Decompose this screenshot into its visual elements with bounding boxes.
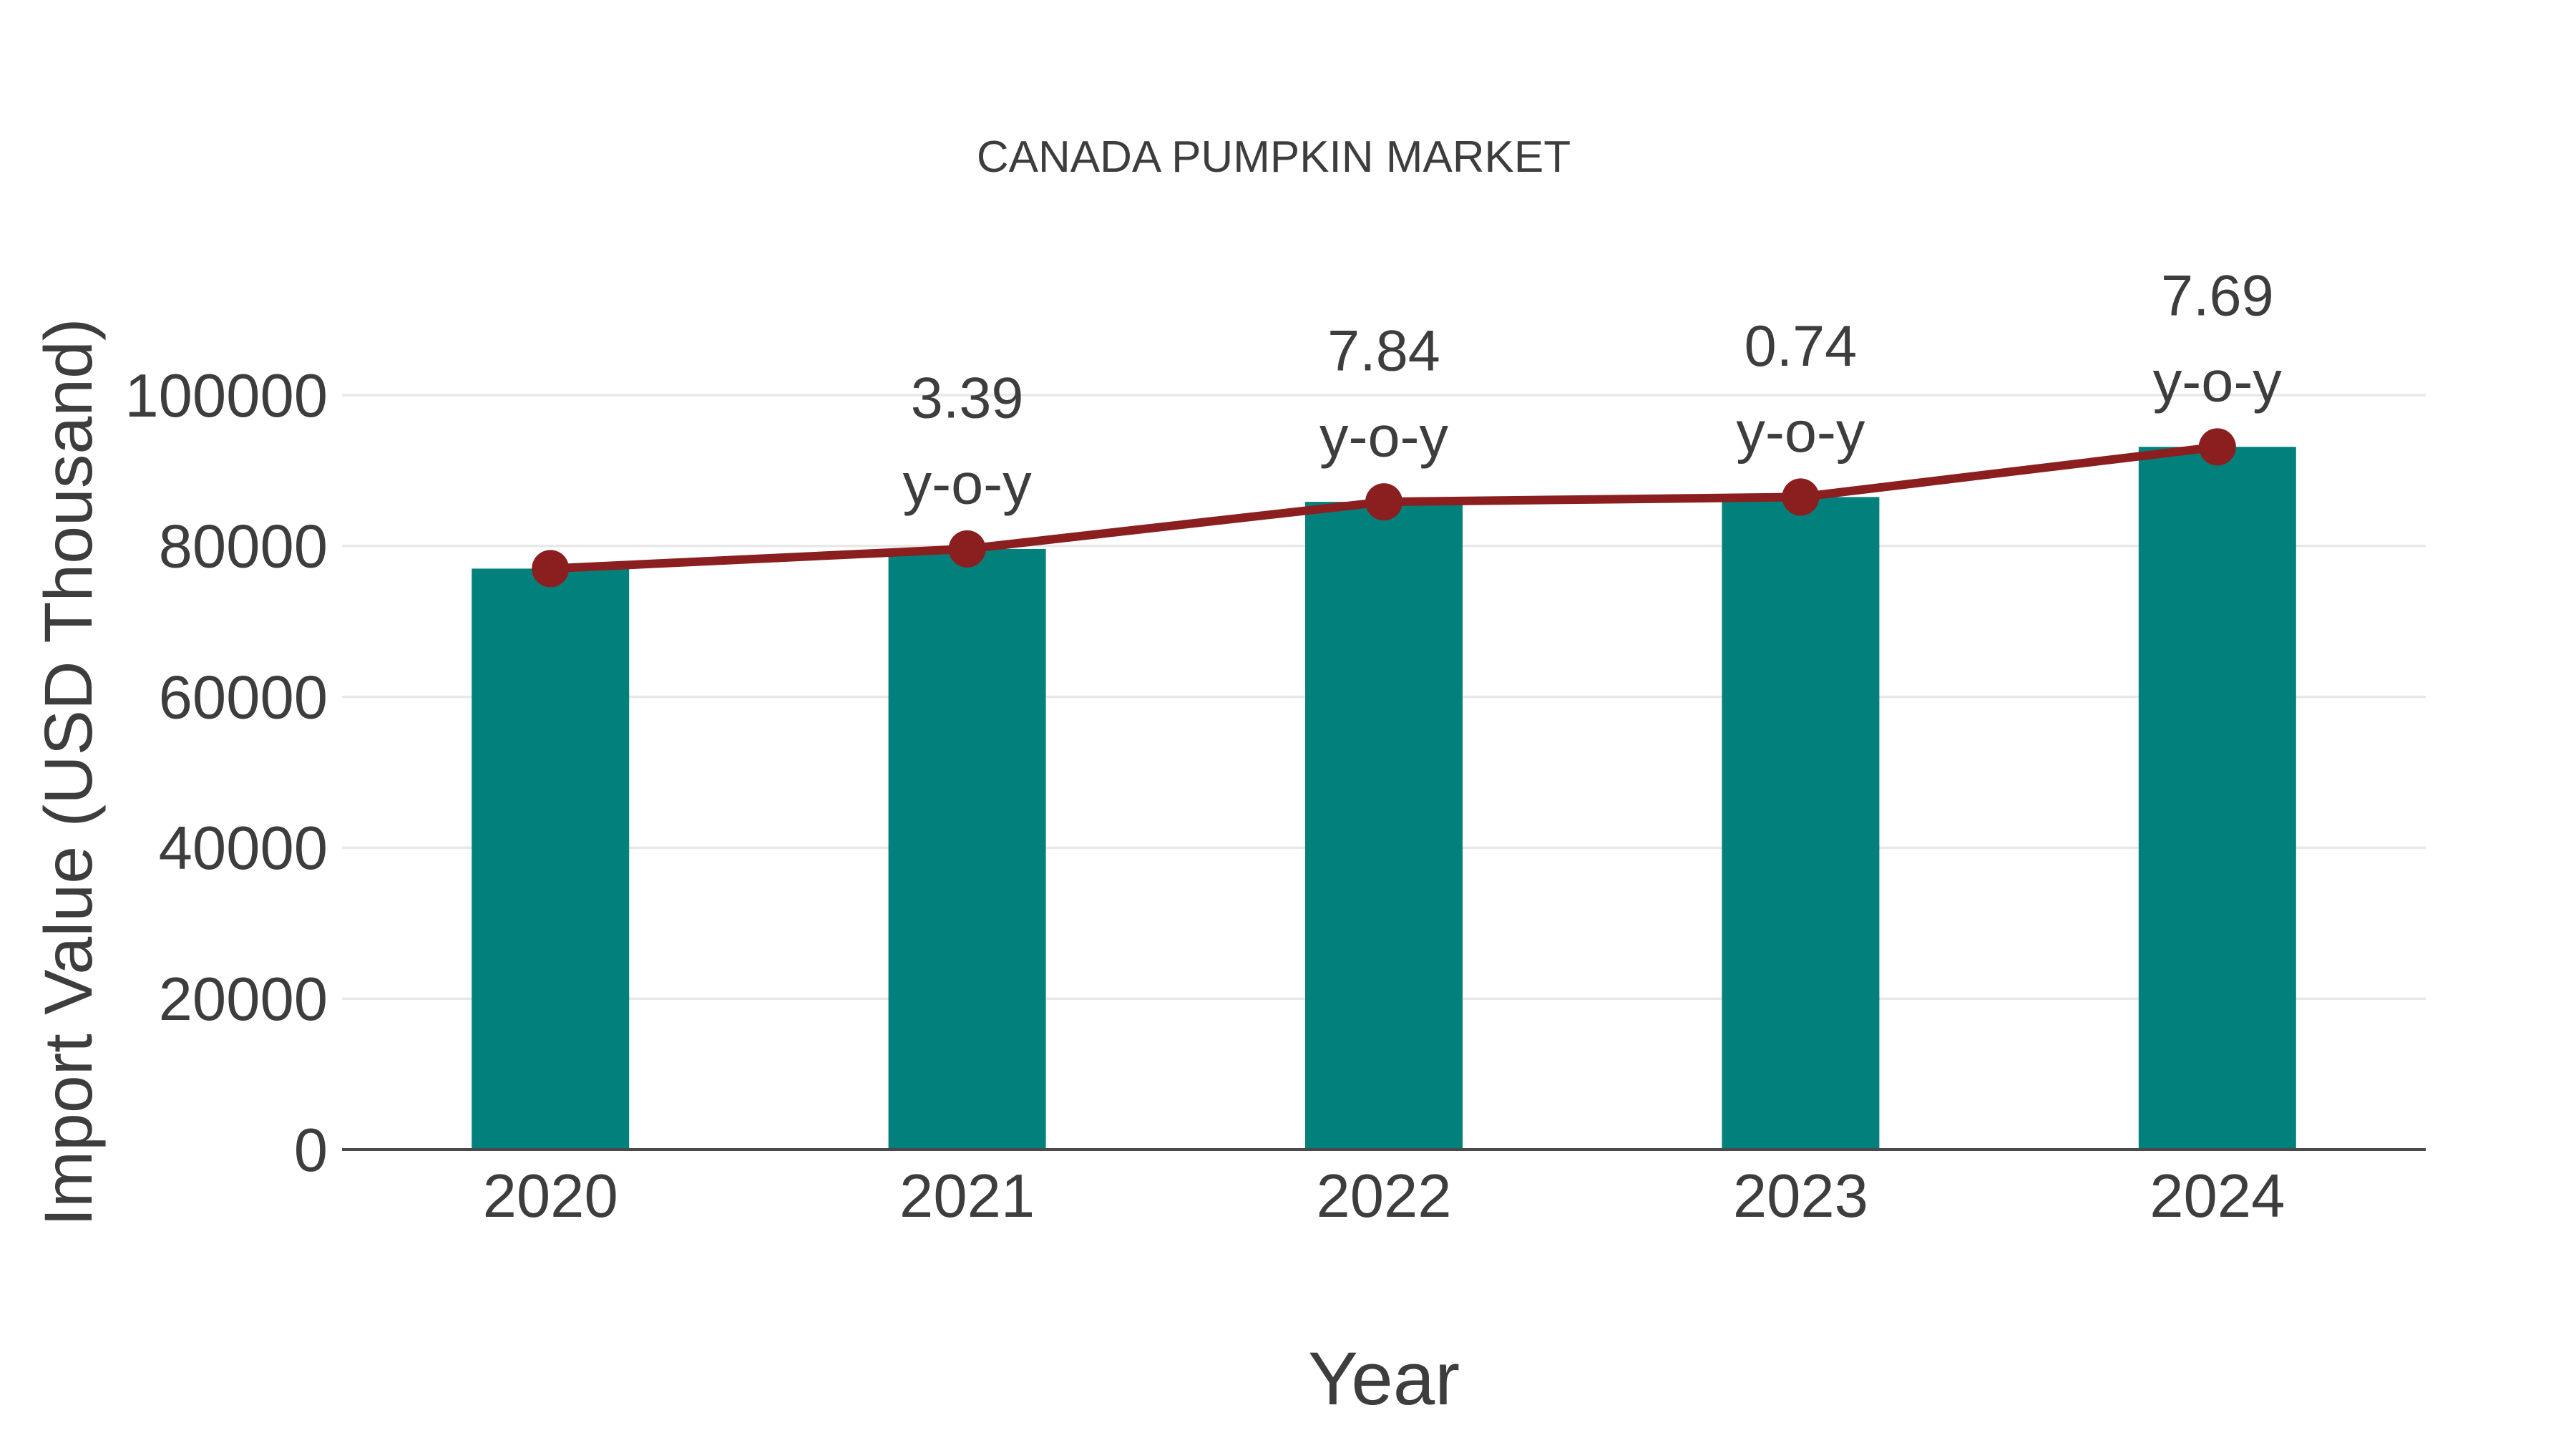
yoy-line-series [532,428,2236,588]
x-tick-labels: 2020 2021 2022 2023 2024 [483,1162,2285,1230]
yoy-value-label-2021: 3.39 [911,366,1024,430]
yoy-suffix-label-2022: y-o-y [1319,404,1448,469]
y-tick-label-20000: 20000 [159,966,328,1034]
y-tick-labels: 0 20000 40000 60000 80000 100000 [125,362,328,1185]
bar-2020 [472,568,630,1149]
chart-title: CANADA PUMPKIN MARKET [977,132,1571,182]
x-tick-label-2022: 2022 [1316,1162,1451,1230]
x-tick-label-2021: 2021 [899,1162,1035,1230]
yoy-value-label-2023: 0.74 [1745,314,1858,379]
y-axis-title: Import Value (USD Thousand) [31,318,107,1226]
yoy-suffix-label-2023: y-o-y [1736,400,1865,465]
bar-2024 [2138,447,2296,1149]
x-tick-label-2024: 2024 [2150,1162,2285,1230]
yoy-value-label-2022: 7.84 [1327,319,1440,383]
yoy-marker-2022 [1365,483,1402,521]
yoy-marker-2020 [532,550,570,588]
x-tick-label-2023: 2023 [1733,1162,1868,1230]
y-tick-label-0: 0 [294,1117,328,1185]
bar-series [472,447,2296,1149]
y-tick-label-60000: 60000 [159,664,328,732]
y-tick-label-40000: 40000 [159,815,328,883]
yoy-marker-2021 [948,530,986,568]
yoy-suffix-label-2024: y-o-y [2153,350,2282,414]
y-tick-label-80000: 80000 [159,513,328,581]
y-tick-label-100000: 100000 [125,362,328,430]
x-axis-title: Year [1308,1337,1460,1421]
bar-2022 [1305,502,1463,1149]
bar-2021 [888,548,1046,1149]
yoy-suffix-label-2021: y-o-y [903,452,1032,516]
yoy-marker-2024 [2198,428,2236,466]
yoy-value-label-2024: 7.69 [2161,264,2274,329]
bar-2023 [1722,497,1880,1149]
yoy-annotations: 3.39 y-o-y 7.84 y-o-y 0.74 y-o-y 7.69 y-o-y [903,264,2283,517]
yoy-marker-2023 [1782,478,1820,516]
x-tick-label-2020: 2020 [483,1162,618,1230]
